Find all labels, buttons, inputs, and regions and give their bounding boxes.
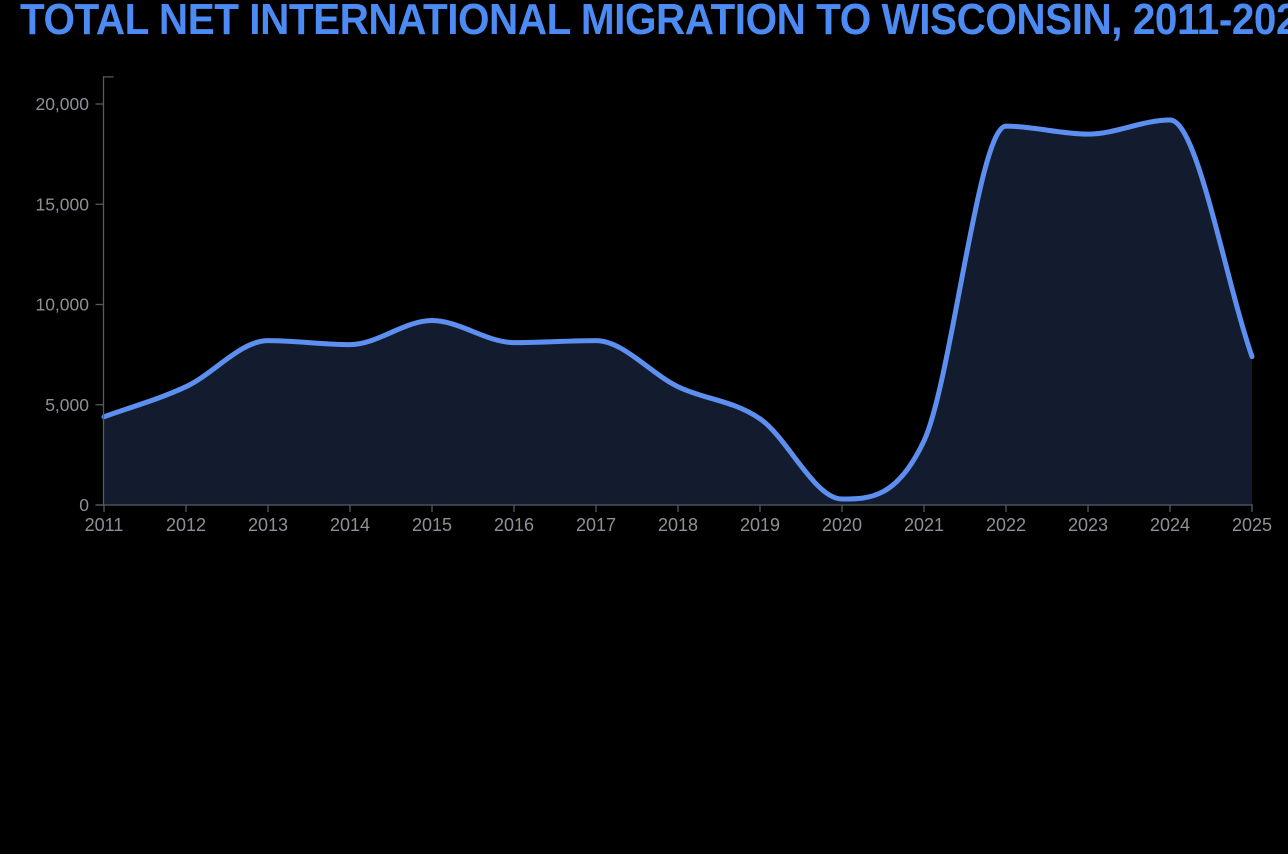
y-tick-label: 20,000: [35, 94, 89, 114]
migration-area-fill: [104, 120, 1252, 505]
y-tick-label: 15,000: [35, 194, 89, 214]
x-tick-label: 2012: [166, 515, 206, 535]
y-tick-label: 5,000: [45, 395, 89, 415]
x-tick-label: 2018: [658, 515, 698, 535]
x-tick-label: 2025: [1232, 515, 1272, 535]
y-tick-label: 10,000: [35, 295, 89, 315]
y-axis: 0 5,000 10,000 15,000 20,000: [35, 76, 114, 515]
y-tick-label: 0: [79, 495, 89, 515]
x-tick-label: 2015: [412, 515, 452, 535]
x-tick-label: 2021: [904, 515, 944, 535]
x-tick-label: 2020: [822, 515, 862, 535]
x-tick-label: 2016: [494, 515, 534, 535]
x-tick-label: 2022: [986, 515, 1026, 535]
chart-title: TOTAL NET INTERNATIONAL MIGRATION TO WIS…: [20, 0, 1288, 44]
x-tick-label: 2017: [576, 515, 616, 535]
x-tick-label: 2011: [85, 515, 124, 535]
x-tick-label: 2023: [1068, 515, 1108, 535]
migration-trend-line: [101, 117, 1255, 502]
x-tick-label: 2014: [330, 515, 370, 535]
x-axis: 2011 2012 2013 2014 2015 2016 2017 2018 2019 2020…: [85, 504, 1272, 535]
x-tick-label: 2019: [740, 515, 780, 535]
x-tick-label: 2024: [1150, 515, 1190, 535]
x-tick-label: 2013: [248, 515, 288, 535]
